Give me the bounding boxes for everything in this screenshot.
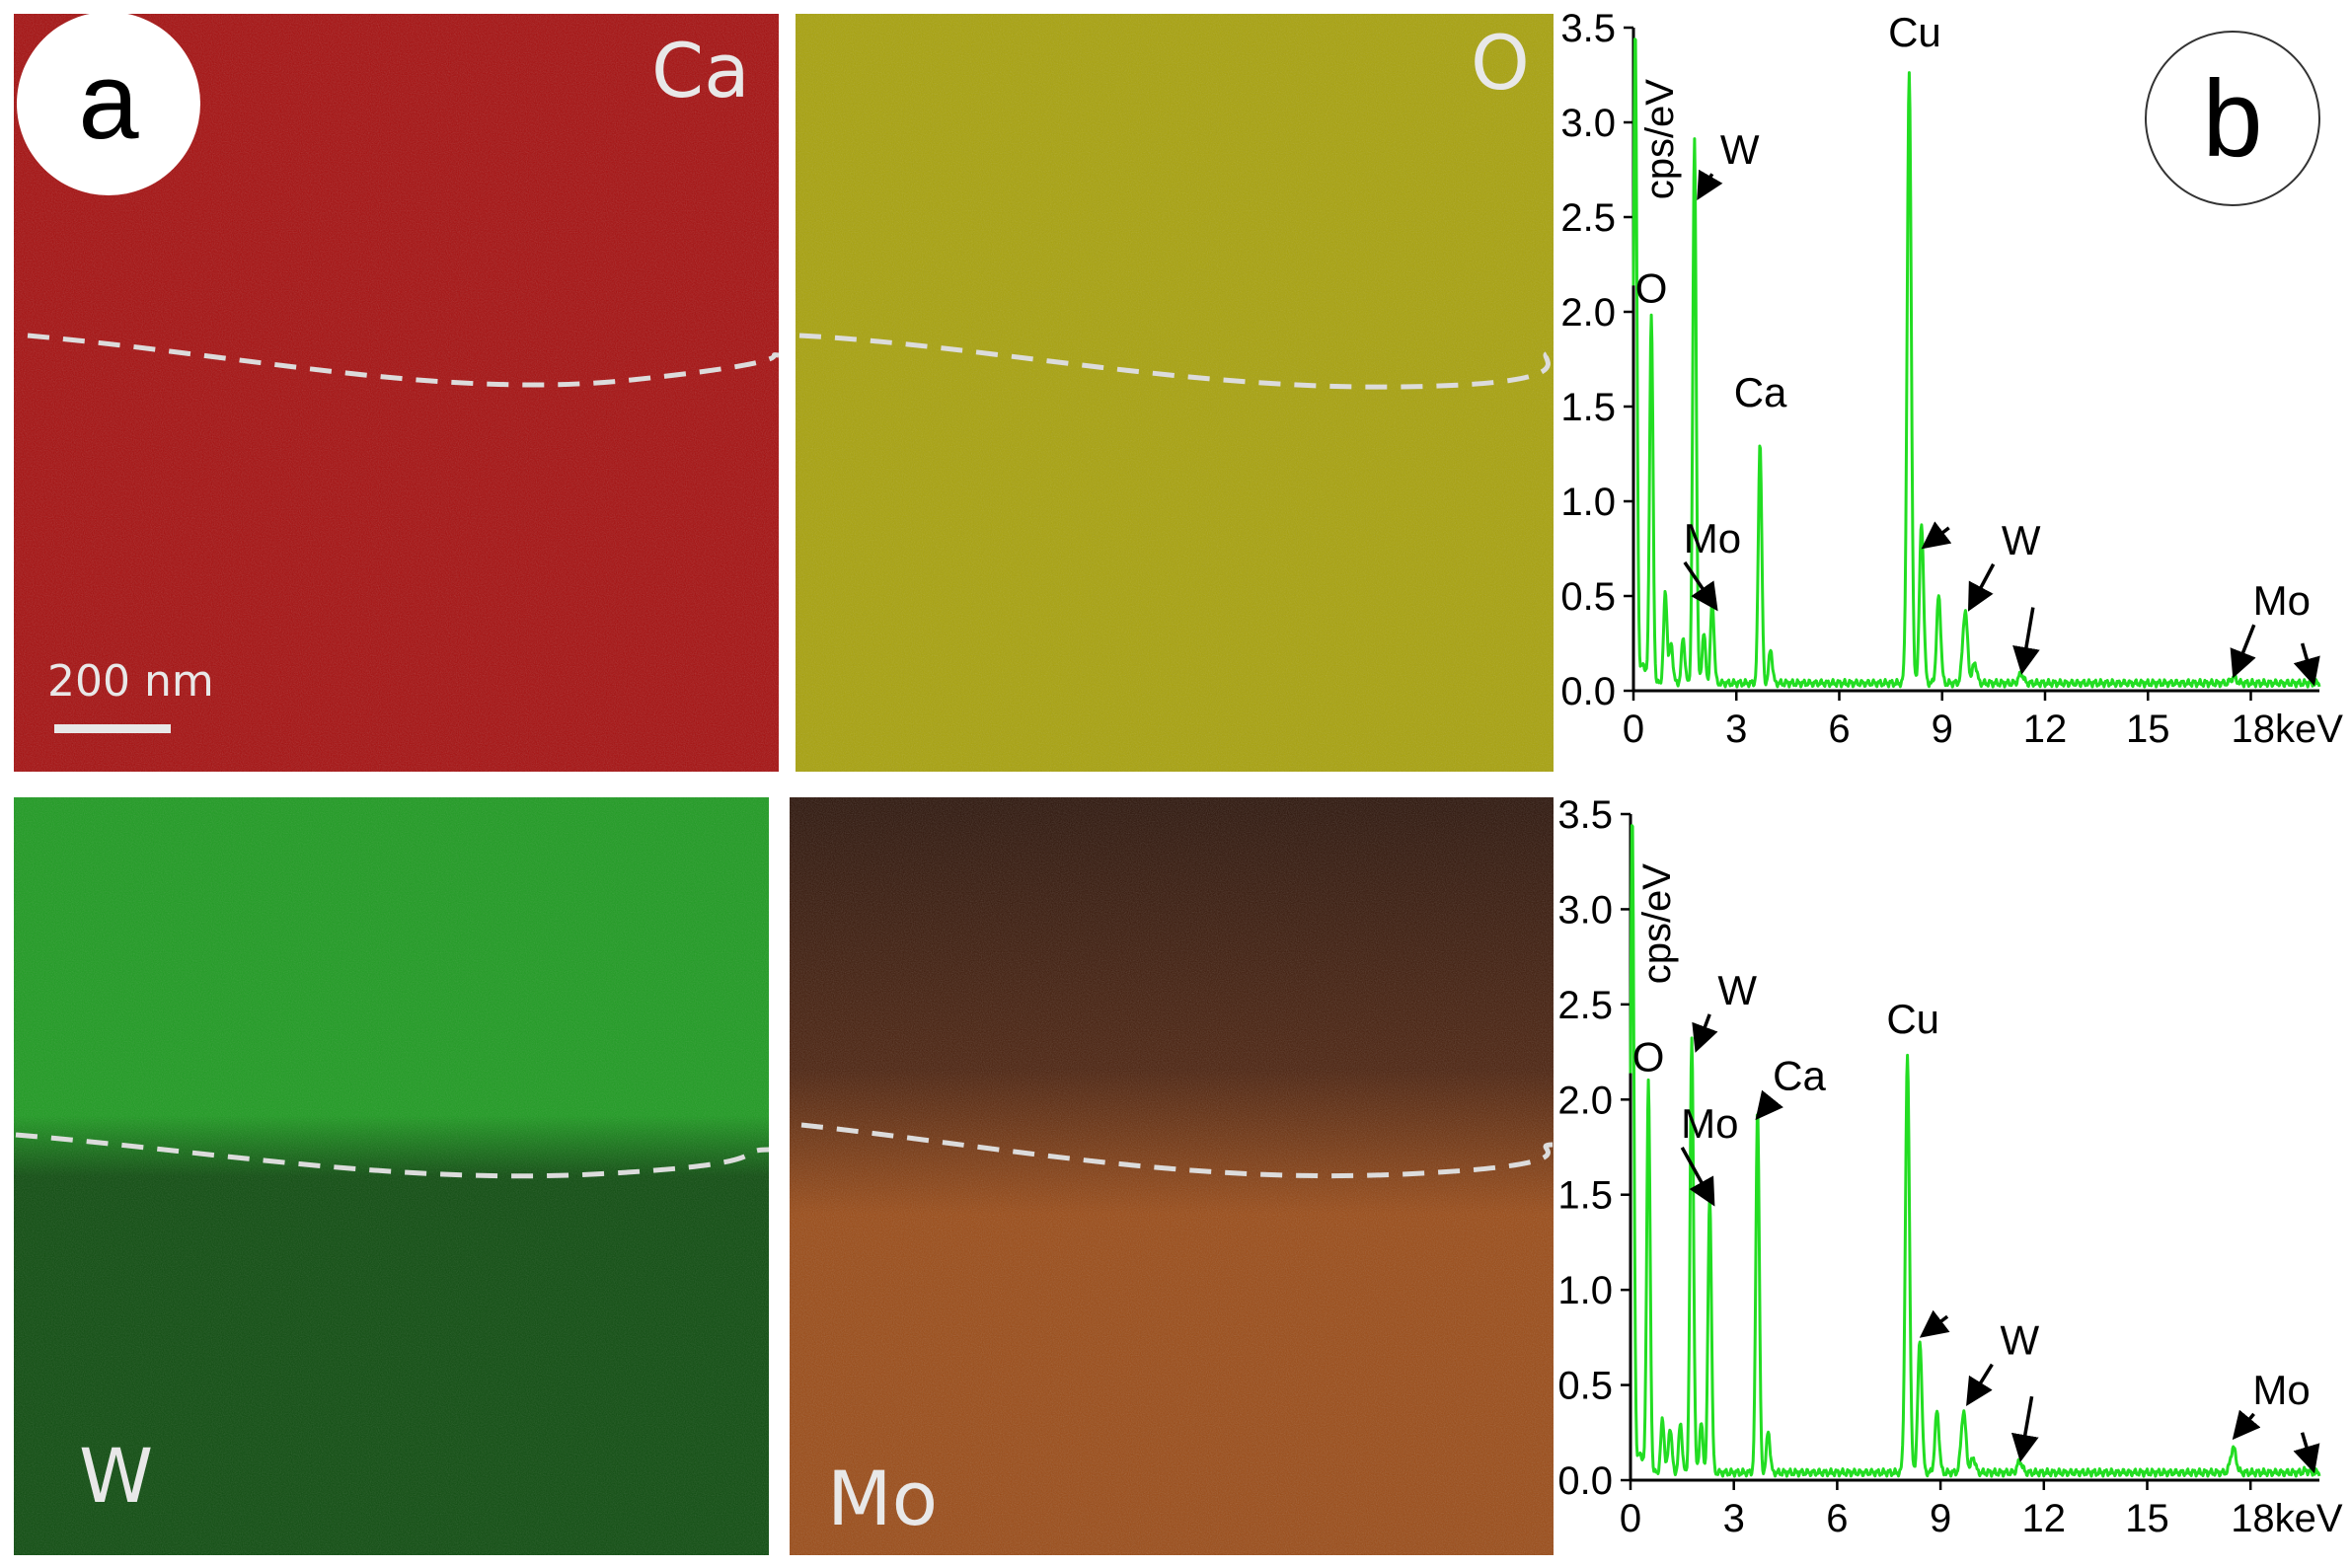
interface-line (800, 1122, 1555, 1179)
x-tick-label: 18keV (2231, 1497, 2343, 1540)
annotation-arrow (1966, 1363, 1994, 1406)
interface-line (27, 333, 780, 388)
annotation-arrow (1680, 1147, 1715, 1207)
peak-label: Cu (1886, 996, 1939, 1042)
annotation-arrow (1967, 562, 1996, 612)
y-tick-label: 0.0 (1560, 670, 1616, 713)
map-w: W (14, 797, 770, 1555)
map-mo: Mo (790, 797, 1555, 1555)
panel-b: b 0.00.51.01.52.02.53.03.50 3 6 9 12 15 18keVc… (1557, 7, 2343, 1540)
peak-label: Ca (1773, 1053, 1826, 1099)
y-tick-label: 3.5 (1560, 7, 1616, 50)
x-tick-label: 12 (2023, 708, 2068, 751)
y-tick-label: 3.0 (1560, 102, 1616, 145)
y-axis-label: cps/eV (1635, 863, 1679, 985)
annotation-arrow (1697, 169, 1723, 201)
y-tick-label: 1.0 (1560, 481, 1616, 524)
y-tick-label: 1.0 (1557, 1269, 1613, 1312)
peak-label: W (1720, 126, 1760, 173)
x-tick-label: 3 (1725, 708, 1747, 751)
annotation-arrow (2293, 1432, 2320, 1474)
annotation-arrow (2230, 624, 2256, 679)
x-tick-label: 3 (1723, 1497, 1745, 1540)
map-mo-grain (790, 797, 1554, 1555)
y-tick-label: 1.5 (1560, 386, 1616, 429)
scale-bar (54, 724, 171, 733)
y-tick-label: 0.0 (1557, 1459, 1613, 1503)
map-o-label: O (1471, 19, 1530, 107)
x-tick-label: 12 (2022, 1497, 2067, 1540)
annotation-arrow (2010, 1395, 2039, 1462)
x-tick-label: 18keV (2232, 708, 2344, 751)
panel-b-badge (2145, 31, 2320, 206)
x-tick-label: 6 (1826, 1497, 1848, 1540)
annotation-arrow (2012, 607, 2040, 675)
panel-a: Ca 200 nm O W Mo a (14, 12, 1555, 1555)
annotation-arrow (2232, 1409, 2261, 1441)
peak-label: O (1635, 264, 1668, 311)
peak-label: Cu (1888, 9, 1941, 55)
peak-label: W (1717, 967, 1757, 1013)
map-mo-label: Mo (827, 1455, 938, 1542)
interface-line (798, 333, 1555, 390)
annotation-arrow (1921, 521, 1952, 550)
x-tick-label: 0 (1620, 1497, 1641, 1540)
annotation-arrow (1692, 1013, 1718, 1053)
spectrum-line (1629, 824, 2321, 1478)
map-w-label: W (79, 1432, 153, 1520)
panel-a-badge-label: a (78, 40, 139, 162)
y-axis-label: cps/eV (1638, 79, 1682, 200)
y-tick-label: 3.0 (1557, 888, 1613, 932)
spectrum-line (1631, 37, 2321, 689)
y-tick-label: 0.5 (1557, 1365, 1613, 1408)
x-tick-label: 0 (1623, 708, 1644, 751)
map-o: O (796, 14, 1555, 772)
x-tick-label: 6 (1828, 708, 1850, 751)
y-tick-label: 2.5 (1560, 196, 1616, 240)
y-tick-label: 2.0 (1560, 291, 1616, 335)
peak-label: Ca (1734, 369, 1787, 415)
annotation-arrow (1919, 1309, 1950, 1338)
spectrum-top: 0.0 0.5 1.0 1.5 2.0 2.5 3.0 3.5 0 3 6 9 12 15 18keV cps… (1560, 7, 2343, 751)
peak-label: O (1632, 1033, 1665, 1080)
x-tick-label: 15 (2125, 1497, 2169, 1540)
peak-label: Mo (2252, 1367, 2310, 1413)
annotation-arrow (2293, 642, 2320, 687)
spectrum-bottom: 0.0 0.5 1.0 1.5 2.0 2.5 3.0 3.5 0 3 6 9 12 15 18keV cps… (1557, 793, 2343, 1540)
annotation-arrow (1755, 1089, 1783, 1121)
annotation-arrow (1683, 560, 1718, 612)
y-tick-label: 0.5 (1560, 575, 1616, 619)
map-w-grain (14, 797, 769, 1555)
peak-label: Mo (2253, 577, 2311, 624)
x-tick-label: 9 (1932, 708, 1953, 751)
y-tick-label: 3.5 (1557, 793, 1613, 837)
peak-label: Mo (1684, 515, 1741, 561)
x-tick-label: 15 (2126, 708, 2170, 751)
map-ca-label: Ca (651, 27, 750, 114)
y-tick-label: 2.5 (1557, 984, 1613, 1027)
panel-b-badge-label: b (2202, 58, 2262, 180)
peak-label: W (2001, 1317, 2040, 1364)
y-tick-label: 2.0 (1557, 1079, 1613, 1122)
y-tick-label: 1.5 (1557, 1174, 1613, 1218)
panel-a-badge (17, 12, 200, 195)
interface-line (15, 1132, 770, 1179)
peak-label: Mo (1681, 1100, 1738, 1147)
map-o-grain (796, 14, 1554, 772)
peak-label: W (2002, 517, 2041, 563)
scale-bar-label: 200 nm (47, 656, 214, 707)
x-tick-label: 9 (1930, 1497, 1951, 1540)
